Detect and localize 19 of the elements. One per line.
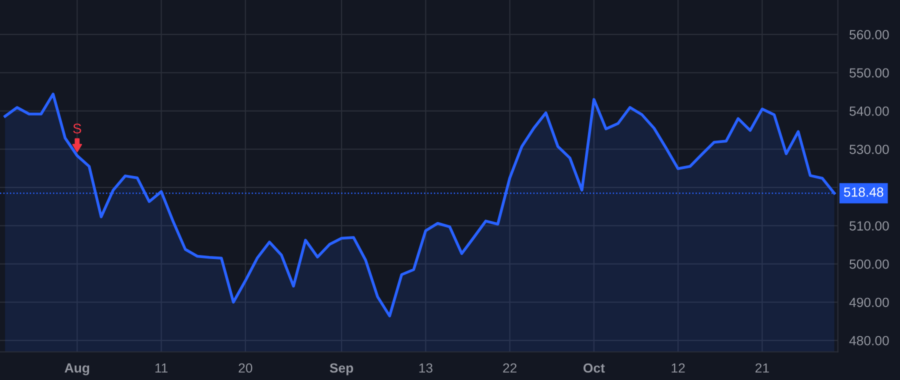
- x-tick-label: Aug: [64, 363, 90, 376]
- x-tick-label: 20: [238, 363, 252, 373]
- y-tick-label: 500.00: [850, 259, 889, 269]
- annotation: S: [73, 124, 82, 134]
- y-tick-label: 530.00: [850, 144, 889, 154]
- x-tick-label: 13: [419, 363, 432, 373]
- x-tick-label: Oct: [583, 363, 605, 373]
- y-tick-label: 490.00: [849, 298, 889, 308]
- y-tick-label: 560.00: [850, 30, 889, 40]
- x-tick-label: 12: [672, 363, 685, 373]
- x-tick-label: 21: [756, 363, 769, 373]
- y-tick-label: 540.00: [850, 106, 889, 116]
- x-tick-label: 22: [503, 363, 516, 373]
- x-tick-label: 11: [155, 363, 168, 373]
- ref-line-label: 518.48: [844, 187, 884, 197]
- x-tick-label: Sep: [330, 363, 354, 376]
- y-tick-label: 550.00: [850, 68, 889, 78]
- y-tick-label: 480.00: [849, 336, 889, 346]
- y-tick-label: 510.00: [850, 221, 889, 231]
